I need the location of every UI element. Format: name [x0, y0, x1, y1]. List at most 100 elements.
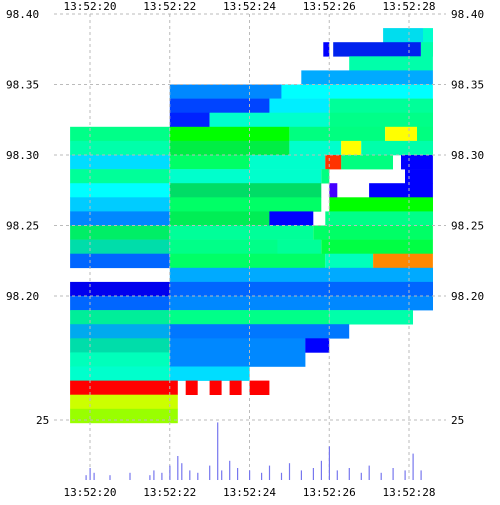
volume-bar: [288, 463, 291, 480]
heatmap-cell: [321, 169, 330, 184]
x-tick-label-top: 13:52:22: [143, 0, 196, 13]
volume-bar: [412, 453, 414, 480]
heatmap-cell: [169, 366, 250, 381]
heatmap-cell: [323, 42, 330, 57]
heatmap-cell: [70, 239, 170, 254]
heatmap-cell: [70, 324, 170, 339]
y-tick-label-left: 98.35: [6, 79, 39, 92]
heatmap-cell: [229, 380, 242, 395]
volume-bar: [320, 460, 322, 480]
volume-bar: [161, 472, 163, 480]
y-tick-label-right: 98.25: [451, 220, 484, 233]
heatmap-cell: [70, 183, 170, 198]
heatmap-cell: [277, 239, 322, 254]
heatmap-cell: [405, 169, 433, 184]
heatmap-cell: [249, 380, 270, 395]
volume-bar: [336, 470, 338, 480]
volume-bar: [229, 460, 231, 480]
heatmap-cell: [423, 28, 433, 43]
volume-bar: [261, 472, 263, 480]
volume-bar: [149, 475, 151, 480]
volume-bar: [189, 470, 191, 480]
heatmap-cell: [169, 112, 210, 128]
heatmap-cell: [169, 324, 350, 339]
heatmap-cell: [417, 126, 433, 142]
x-tick-label-bottom: 13:52:20: [64, 486, 117, 499]
heatmap-cell: [70, 126, 170, 142]
heatmap-cell: [373, 253, 433, 269]
heatmap-cell: [169, 197, 322, 212]
heatmap-cell: [169, 338, 306, 353]
heatmap-cell: [169, 211, 270, 226]
heatmap-cell: [301, 70, 433, 85]
heatmap-cell: [70, 197, 170, 212]
volume-tick-label-right: 25: [451, 414, 464, 427]
heatmap-cell: [70, 408, 178, 424]
heatmap-cell: [325, 211, 433, 226]
heatmap-cell: [169, 239, 278, 254]
heatmap-cell: [70, 394, 178, 410]
heatmap-cell: [70, 253, 170, 269]
heatmap-cell: [70, 380, 178, 395]
heatmap-cell: [269, 211, 314, 226]
volume-bar: [404, 470, 406, 480]
volume-bar: [300, 470, 302, 480]
y-tick-label-left: 98.40: [6, 8, 39, 21]
volume-bar: [328, 446, 330, 480]
x-tick-label-bottom: 13:52:28: [383, 486, 436, 499]
volume-bar: [169, 465, 171, 480]
volume-bar: [217, 422, 219, 480]
volume-bar: [221, 470, 223, 480]
volume-bar: [268, 465, 271, 480]
heatmap-cell: [249, 155, 326, 170]
volume-bar: [93, 472, 95, 480]
heatmap-cell: [209, 380, 222, 395]
volume-tick-label-left: 25: [36, 414, 49, 427]
y-tick-label-left: 98.25: [6, 220, 39, 233]
volume-bar: [181, 463, 183, 480]
x-tick-label-top: 13:52:20: [64, 0, 117, 13]
heatmap-cell: [169, 126, 290, 142]
y-tick-label-left: 98.30: [6, 149, 39, 162]
heatmap-cell: [325, 253, 374, 269]
volume-bar: [348, 468, 350, 480]
heatmap-cell: [169, 310, 330, 325]
x-tick-label-bottom: 13:52:26: [303, 486, 356, 499]
heatmap-cell: [385, 126, 417, 142]
heatmap-cell: [329, 197, 433, 212]
heatmap-cell: [70, 366, 170, 381]
volume-bar: [420, 470, 422, 480]
heatmap-cell: [70, 310, 170, 325]
heatmap-cell: [325, 155, 342, 170]
heatmap-cell: [169, 84, 282, 99]
heatmap-cell: [70, 281, 170, 297]
x-tick-label-top: 13:52:28: [383, 0, 436, 13]
heatmap-cell: [333, 42, 421, 57]
heatmap-cell: [383, 28, 423, 43]
heatmap-cell: [349, 56, 433, 71]
heatmap-cell: [70, 140, 170, 156]
heatmap-cell: [169, 281, 434, 297]
heatmap-cell: [313, 225, 433, 240]
heatmap-cell: [329, 183, 338, 198]
heatmap-cell: [169, 352, 306, 367]
heatmap-cell: [421, 42, 433, 57]
heatmap-cell: [70, 225, 170, 240]
heatmap-cell: [70, 338, 170, 353]
heatmap-cell: [70, 211, 170, 226]
heatmap-cell: [169, 225, 314, 240]
y-tick-label-right: 98.35: [451, 79, 484, 92]
heatmap-cell: [289, 126, 386, 142]
heatmap-cell: [281, 84, 433, 99]
x-tick-label-bottom: 13:52:22: [143, 486, 196, 499]
heatmap-cell: [321, 239, 433, 254]
heatmap-cell: [329, 310, 413, 325]
heatmap-cell: [269, 98, 330, 113]
heatmap-cell: [70, 296, 170, 311]
heatmap-cell: [369, 183, 433, 198]
volume-bar: [360, 472, 362, 480]
heatmap-cell: [169, 98, 270, 113]
volume-bar: [249, 470, 251, 480]
volume-bar: [368, 465, 370, 480]
